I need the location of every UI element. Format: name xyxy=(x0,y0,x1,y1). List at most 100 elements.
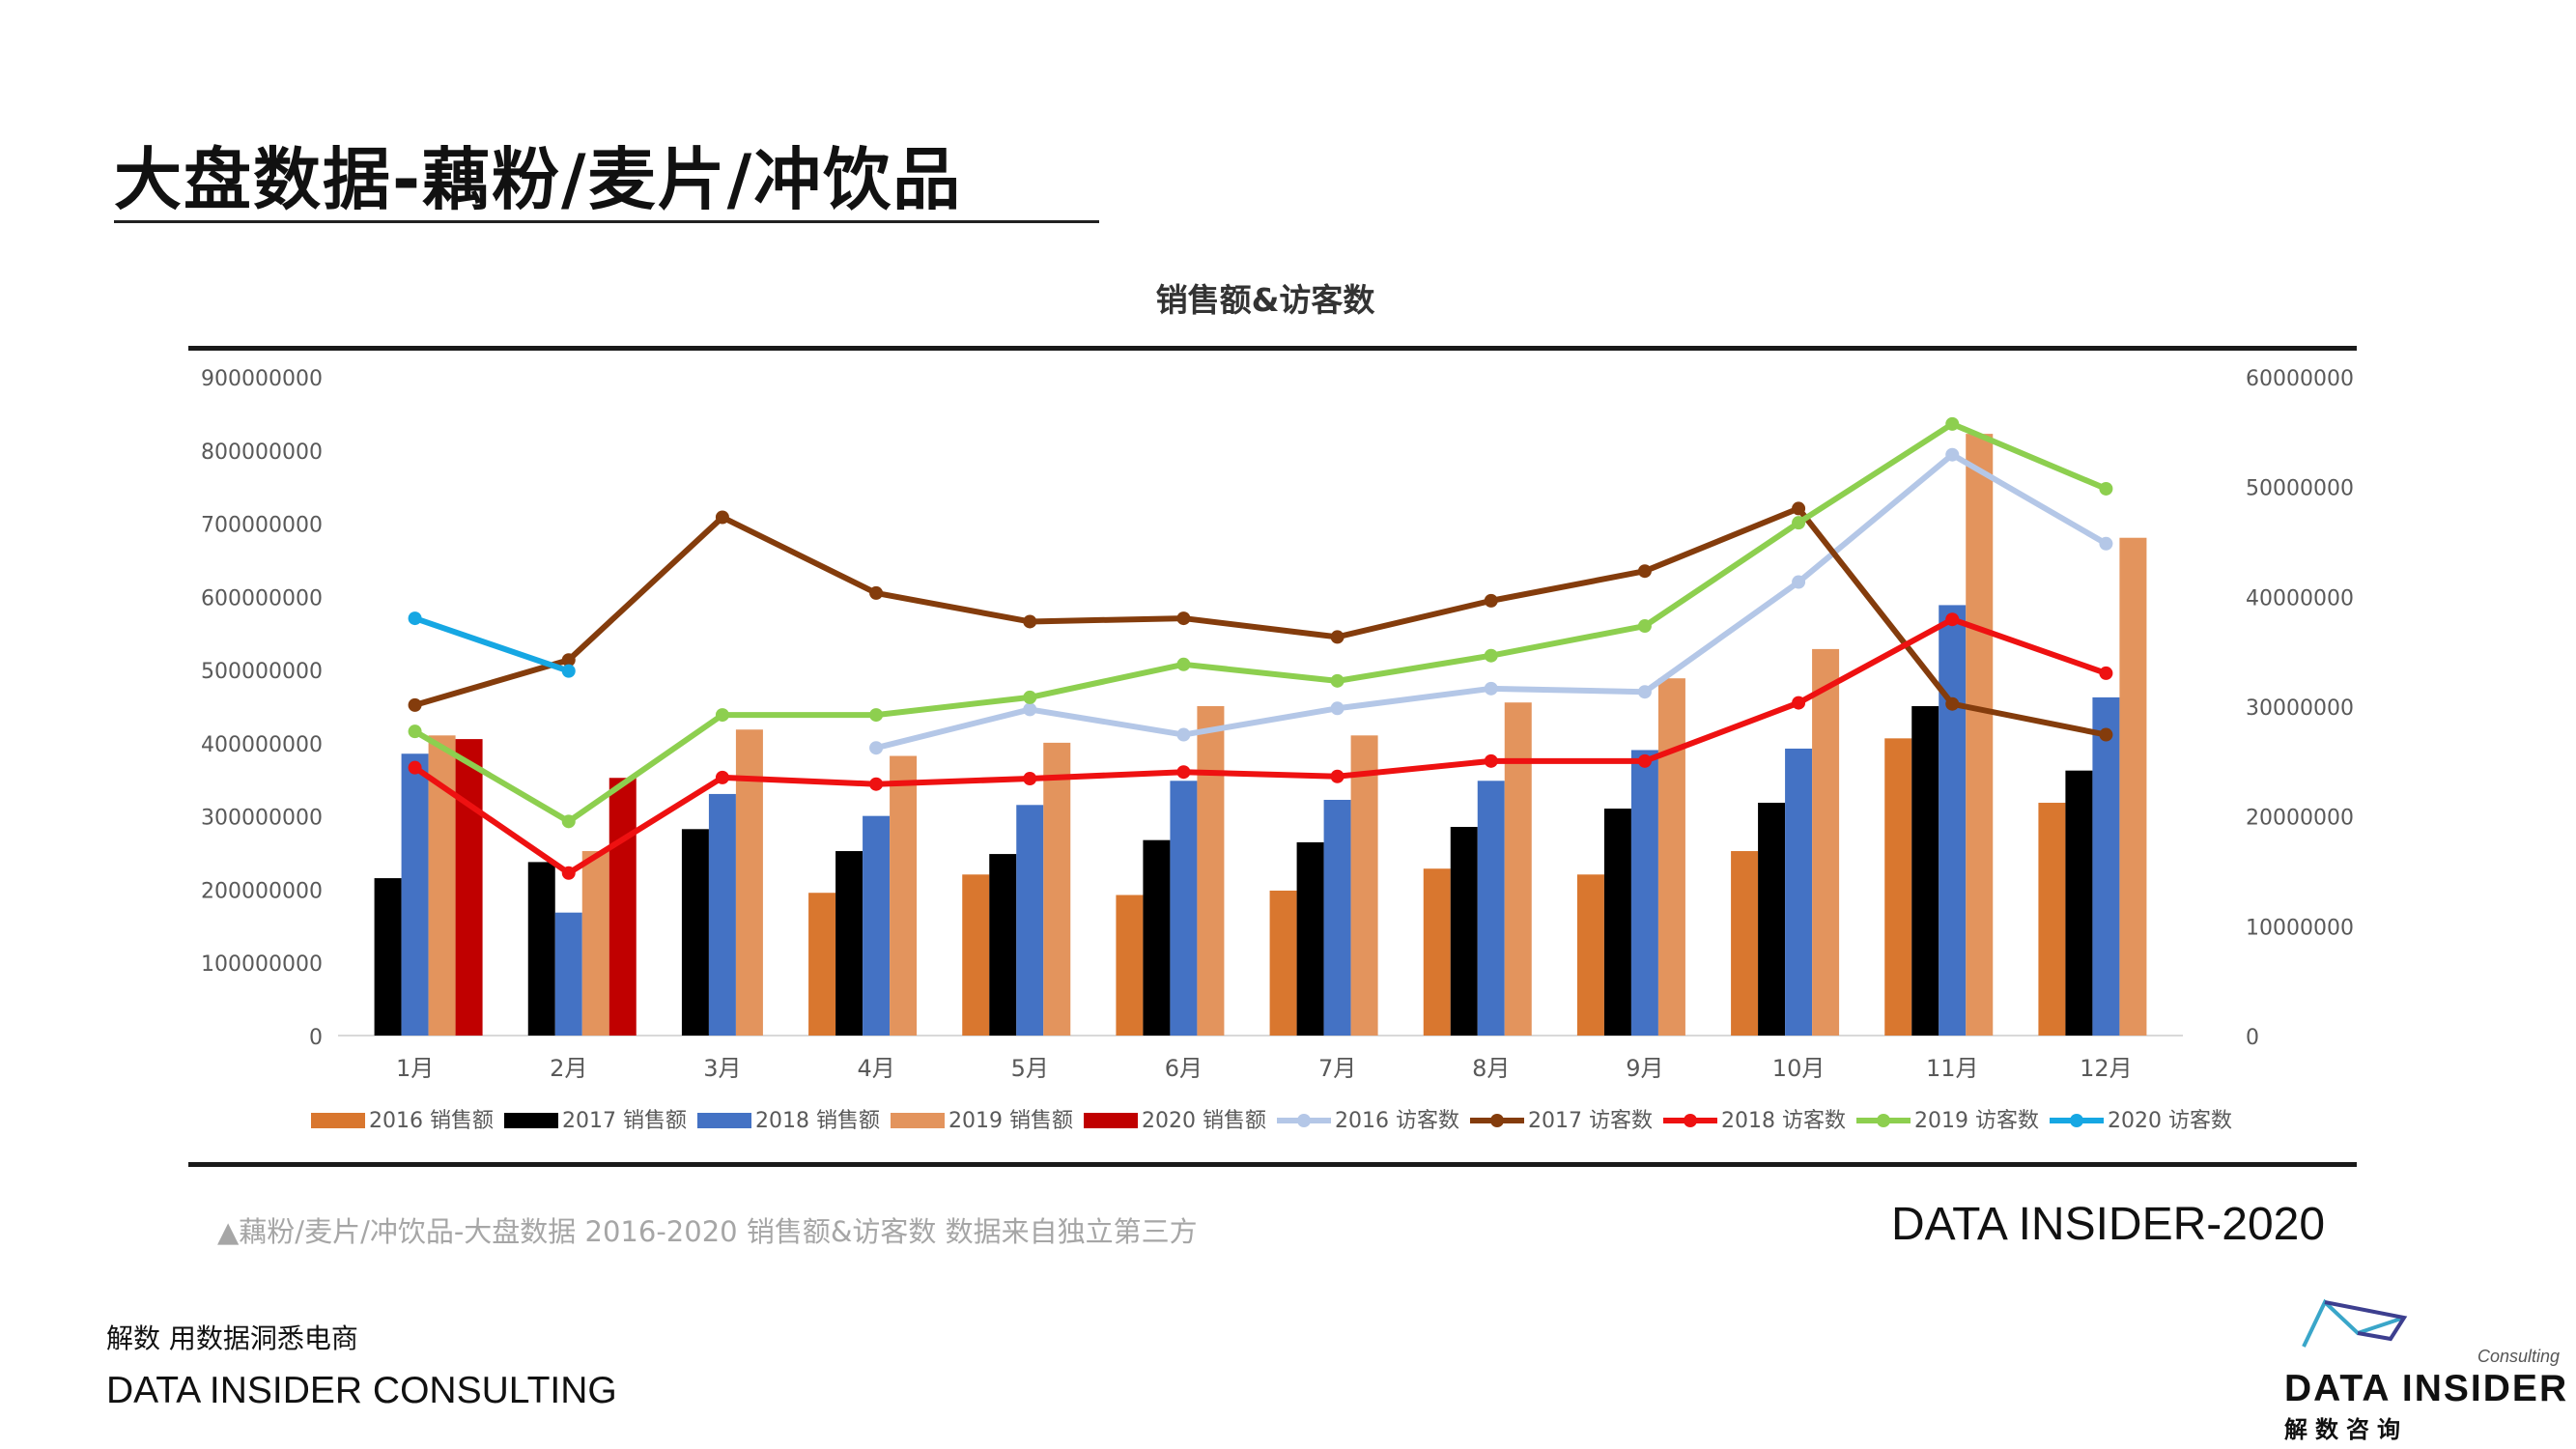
point-2019-访客数 xyxy=(2099,481,2113,496)
point-2019-访客数 xyxy=(1792,516,1806,530)
legend-swatch xyxy=(1084,1113,1138,1128)
point-2018-访客数 xyxy=(1176,765,1191,780)
right-axis-tick-label: 60000000 xyxy=(2246,367,2354,391)
x-axis-tick-label: 2月 xyxy=(550,1055,587,1082)
bar-2017-销售额 xyxy=(527,862,555,1036)
x-axis-tick-label: 5月 xyxy=(1011,1055,1049,1082)
x-axis-tick-label: 12月 xyxy=(2080,1055,2133,1082)
point-2018-访客数 xyxy=(869,777,884,791)
legend-label: 2017 访客数 xyxy=(1528,1109,1653,1133)
legend-swatch xyxy=(504,1113,558,1128)
bar-2019-销售额 xyxy=(1657,678,1685,1036)
line-2018-访客数 xyxy=(412,616,2108,876)
bar-2019-销售额 xyxy=(890,755,918,1036)
point-2018-访客数 xyxy=(408,760,422,775)
point-2019-访客数 xyxy=(1945,416,1960,431)
bar-2016-销售额 xyxy=(1731,851,1759,1036)
point-2016-访客数 xyxy=(2099,536,2113,551)
right-axis-tick-label: 0 xyxy=(2246,1026,2259,1050)
legend-label: 2017 销售额 xyxy=(562,1109,687,1133)
logo-consulting: Consulting xyxy=(2477,1347,2561,1366)
x-axis-tick-label: 8月 xyxy=(1472,1055,1510,1082)
bar-2017-销售额 xyxy=(1450,827,1478,1036)
brand-year: DATA INSIDER-2020 xyxy=(1891,1199,2326,1250)
legend-label: 2018 访客数 xyxy=(1721,1109,1846,1133)
bar-2017-销售额 xyxy=(989,854,1017,1036)
legend-marker xyxy=(1684,1114,1697,1127)
legend-label: 2018 销售额 xyxy=(755,1109,880,1133)
bar-2018-销售额 xyxy=(1630,750,1658,1036)
bar-2017-销售额 xyxy=(1911,706,1939,1036)
point-2016-访客数 xyxy=(869,741,884,755)
x-axis-tick-label: 11月 xyxy=(1926,1055,1979,1082)
bar-2019-销售额 xyxy=(581,851,609,1036)
point-2016-访客数 xyxy=(1637,685,1652,699)
line-2019-访客数 xyxy=(413,420,2108,825)
bar-2016-销售额 xyxy=(962,874,990,1036)
bar-2016-销售额 xyxy=(1116,895,1144,1036)
legend-marker xyxy=(1297,1114,1311,1127)
line-2020-访客数 xyxy=(413,615,570,674)
chart-title: 销售额&访客数 xyxy=(1156,281,1376,319)
logo-subtitle: 解数咨询 xyxy=(2284,1416,2408,1443)
bar-2018-销售额 xyxy=(401,753,429,1036)
legend-swatch xyxy=(891,1113,945,1128)
left-axis-tick-label: 400000000 xyxy=(201,733,323,757)
point-2019-访客数 xyxy=(408,724,422,739)
chart-bottom-rule xyxy=(188,1162,2357,1167)
point-2019-访客数 xyxy=(1637,619,1652,634)
point-2017-访客数 xyxy=(561,653,576,668)
bar-2016-销售额 xyxy=(1884,738,1912,1036)
point-2018-访客数 xyxy=(561,866,576,880)
bar-2018-销售额 xyxy=(1016,805,1044,1036)
point-2018-访客数 xyxy=(1023,772,1037,786)
legend-label: 2016 销售额 xyxy=(369,1109,494,1133)
left-axis-tick-label: 500000000 xyxy=(201,660,323,684)
point-2019-访客数 xyxy=(561,814,576,829)
bar-2018-销售额 xyxy=(1170,781,1198,1036)
point-2017-访客数 xyxy=(2099,727,2113,742)
bar-2020-销售额 xyxy=(609,778,637,1036)
point-2019-访客数 xyxy=(1330,673,1345,688)
left-axis-tick-label: 100000000 xyxy=(201,952,323,977)
bar-2017-销售额 xyxy=(835,851,863,1036)
right-axis-tick-label: 50000000 xyxy=(2246,477,2354,501)
point-2016-访客数 xyxy=(1176,727,1191,742)
point-2016-访客数 xyxy=(1792,575,1806,589)
point-2018-访客数 xyxy=(715,770,729,784)
point-2018-访客数 xyxy=(1484,753,1498,768)
right-axis-tick-label: 20000000 xyxy=(2246,807,2354,831)
bar-2016-销售额 xyxy=(2038,803,2066,1036)
legend-label: 2020 销售额 xyxy=(1142,1109,1266,1133)
legend-marker xyxy=(2070,1114,2083,1127)
point-2020-访客数 xyxy=(561,664,576,678)
point-2018-访客数 xyxy=(1945,612,1960,627)
point-2017-访客数 xyxy=(1637,564,1652,579)
point-2017-访客数 xyxy=(1023,614,1037,629)
legend-marker xyxy=(1490,1114,1504,1127)
legend-marker xyxy=(1877,1114,1890,1127)
left-axis-tick-label: 200000000 xyxy=(201,879,323,903)
legend-swatch xyxy=(311,1113,365,1128)
point-2018-访客数 xyxy=(1792,696,1806,710)
data-insider-logo: Consulting DATA INSIDER 解数咨询 xyxy=(2284,1296,2566,1443)
x-axis-tick-label: 1月 xyxy=(396,1055,434,1082)
point-2016-访客数 xyxy=(1330,701,1345,716)
company-name: DATA INSIDER CONSULTING xyxy=(106,1370,617,1411)
x-axis-tick-label: 7月 xyxy=(1318,1055,1356,1082)
bar-2016-销售额 xyxy=(1576,874,1604,1036)
bar-2018-销售额 xyxy=(1785,748,1813,1036)
bar-2019-销售额 xyxy=(1350,735,1378,1036)
point-2017-访客数 xyxy=(1792,501,1806,516)
bar-2018-销售额 xyxy=(863,815,891,1036)
point-2017-访客数 xyxy=(1484,593,1498,608)
bar-2017-销售额 xyxy=(1296,841,1324,1036)
right-axis-tick-label: 30000000 xyxy=(2246,696,2354,721)
point-2019-访客数 xyxy=(715,708,729,723)
bar-2016-销售额 xyxy=(1269,890,1297,1036)
legend-label: 2020 访客数 xyxy=(2108,1109,2232,1133)
point-2018-访客数 xyxy=(1330,769,1345,783)
point-2017-访客数 xyxy=(1330,630,1345,644)
bar-2018-销售额 xyxy=(1477,781,1505,1036)
slogan: 解数 用数据洞悉电商 xyxy=(106,1322,358,1354)
